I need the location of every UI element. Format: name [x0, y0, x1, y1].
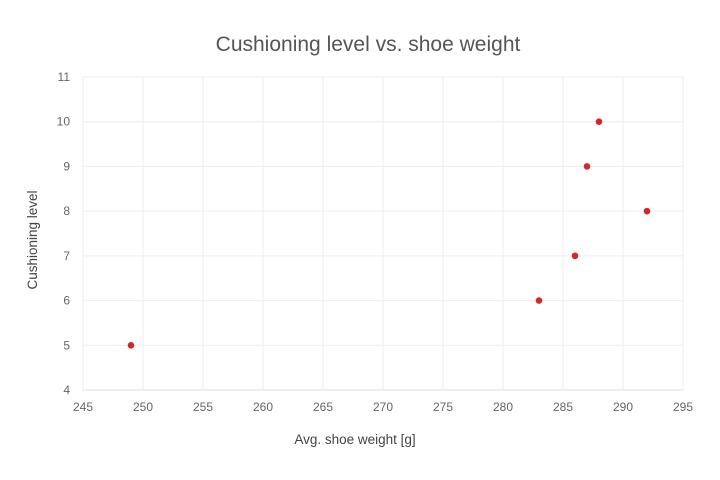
x-tick-label: 250	[133, 400, 153, 414]
scatter-point	[643, 207, 651, 215]
x-tick-label: 295	[673, 400, 693, 414]
y-tick-label: 11	[58, 70, 71, 84]
x-tick-label: 285	[553, 400, 573, 414]
y-tick-label: 8	[63, 204, 70, 218]
chart-title: Cushioning level vs. shoe weight	[216, 33, 521, 56]
x-axis-label: Avg. shoe weight [g]	[294, 432, 415, 447]
grid	[82, 76, 684, 391]
x-tick-label: 280	[493, 400, 513, 414]
y-tick-label: 10	[57, 115, 71, 129]
y-tick-label: 5	[63, 338, 70, 352]
x-tick-label: 245	[73, 400, 93, 414]
y-tick-label: 4	[63, 383, 70, 397]
scatter-point	[583, 163, 591, 170]
y-axis-label: Cushioning level	[25, 190, 40, 289]
y-axis-ticks: 4 5 6 7 8 9 10 11	[57, 70, 71, 397]
y-tick-label: 9	[63, 159, 70, 173]
scatter-point	[535, 297, 543, 304]
scatter-point	[595, 118, 603, 126]
x-tick-label: 275	[433, 400, 453, 414]
y-tick-label: 7	[63, 249, 70, 263]
scatter-point	[127, 341, 135, 349]
scatter-point	[571, 252, 579, 260]
data-points	[127, 118, 651, 349]
x-tick-label: 255	[193, 400, 213, 414]
x-tick-label: 270	[373, 400, 393, 414]
x-tick-label: 265	[313, 400, 333, 414]
x-tick-label: 290	[613, 400, 633, 414]
y-tick-label: 6	[63, 294, 70, 308]
x-axis-ticks: 245 250 255 260 265 270 275 280 285 290 295	[73, 400, 693, 414]
x-tick-label: 260	[253, 400, 273, 414]
